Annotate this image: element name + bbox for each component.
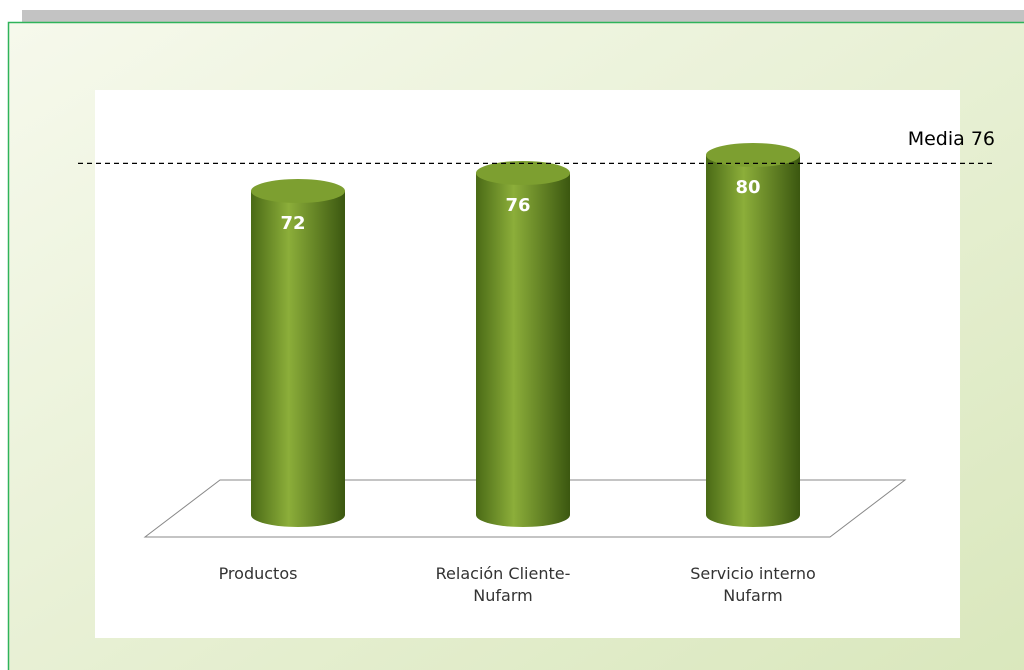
cylinder-top — [706, 143, 800, 167]
value-label: 80 — [735, 177, 760, 198]
value-label: 72 — [280, 213, 305, 234]
reference-label: Media 76 — [908, 128, 995, 150]
category-label: Servicio interno Nufarm — [690, 564, 816, 605]
category-label: Relación Cliente-Nufarm — [435, 564, 571, 605]
cylinder-top — [251, 179, 345, 203]
category-label: Productos — [218, 564, 298, 583]
cylinder-top — [476, 161, 570, 185]
cylinder — [706, 155, 800, 527]
value-label: 76 — [505, 195, 530, 216]
cylinder — [476, 173, 570, 527]
top-bar — [22, 10, 1024, 22]
cylinder — [251, 191, 345, 527]
